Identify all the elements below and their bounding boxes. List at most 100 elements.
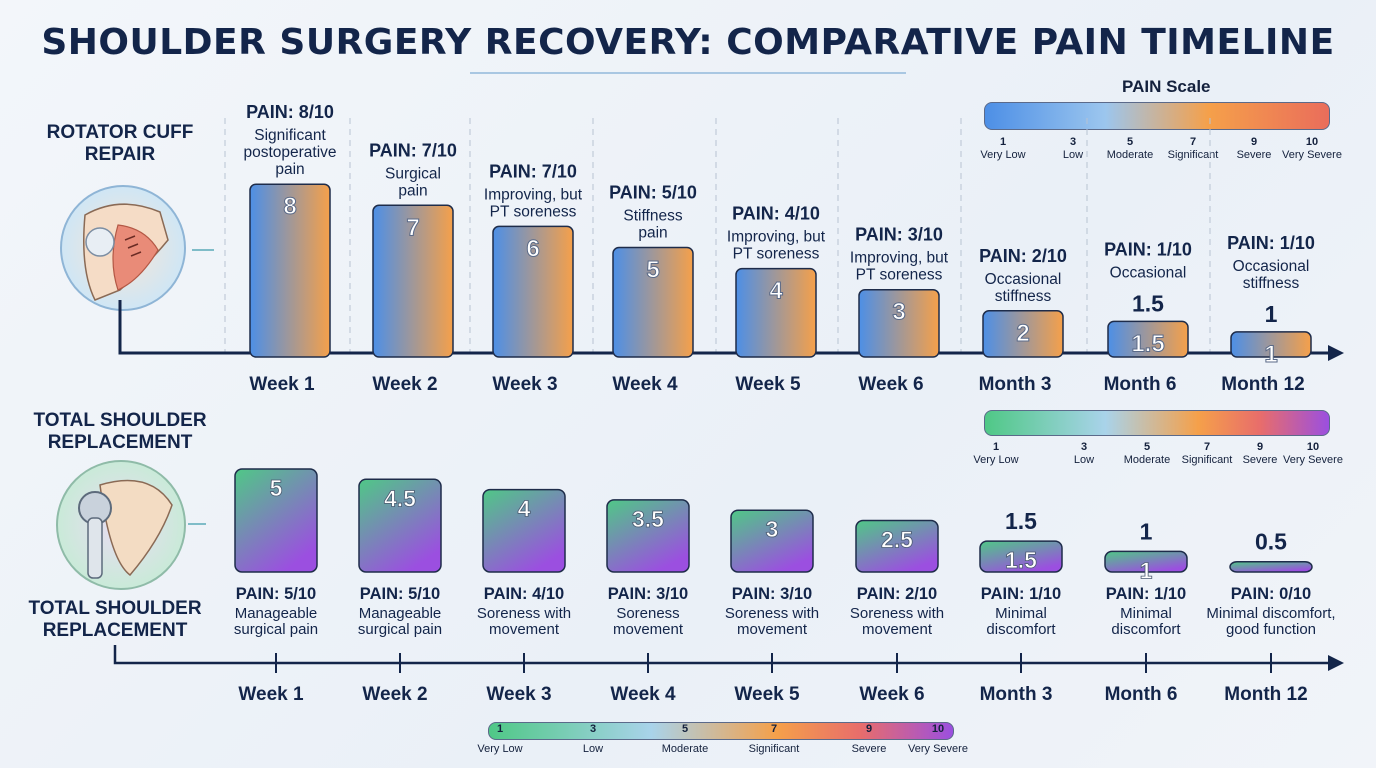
- rc-above-label-7: 1.5: [1132, 290, 1164, 316]
- rc-desc-1-0: Surgical: [385, 165, 441, 182]
- tsr-bar-value-4: 3: [766, 516, 779, 542]
- rc-bar-8: [1230, 331, 1312, 358]
- tsr-category-1: Week 2: [362, 684, 427, 705]
- tsr-category-0: Week 1: [238, 684, 304, 705]
- pain-scale-bottom-word-1: Very Low: [477, 743, 523, 755]
- tsr-pain-label-7: PAIN: 1/10: [1106, 585, 1186, 603]
- pain-scale-bottom-tick-9: 9: [865, 723, 873, 735]
- rc-pain-label-6: PAIN: 2/10: [979, 246, 1067, 266]
- rc-category-8: Month 12: [1221, 374, 1304, 395]
- rc-desc-3-1: pain: [638, 225, 667, 242]
- rc-desc-8-0: Occasional: [1233, 258, 1310, 275]
- pain-scale-middle-word-3: Low: [1073, 454, 1095, 466]
- pain-scale-title: PAIN Scale: [1122, 77, 1211, 96]
- pain-scale-middle-gradient-bar: [984, 410, 1330, 436]
- tsr-category-7: Month 6: [1105, 684, 1178, 705]
- pain-scale-middle-word-7: Significant: [1181, 454, 1233, 466]
- pain-scale-top-tick-10: 10: [1305, 136, 1319, 148]
- rc-category-3: Week 4: [612, 374, 678, 395]
- tsr-bar-value-7: 1: [1140, 557, 1153, 583]
- pain-scale-bottom-word-9: Severe: [851, 743, 887, 755]
- tsr-desc-4-1: movement: [737, 621, 808, 638]
- pain-scale-middle-word-9: Severe: [1242, 454, 1278, 466]
- tsr-pain-label-3: PAIN: 3/10: [608, 585, 688, 603]
- pain-scale-bottom-gradient-bar: [488, 722, 954, 740]
- tsr-desc-0-1: surgical pain: [234, 621, 318, 638]
- rc-desc-4-0: Improving, but: [727, 229, 826, 246]
- tsr-desc-8-0: Minimal discomfort,: [1206, 605, 1335, 622]
- tsr-bar-0: [234, 468, 318, 573]
- tsr-bar-value-5: 2.5: [881, 527, 913, 553]
- pain-scale-top-word-5: Moderate: [1106, 149, 1154, 161]
- tsr-desc-6-1: discomfort: [986, 621, 1056, 638]
- rotator-cuff-section-label: ROTATOR CUFF REPAIR: [46, 122, 194, 165]
- pain-scale-bottom-word-3: Low: [582, 743, 604, 755]
- rc-bar-0: [249, 183, 331, 358]
- rotator-cuff-illustration: [60, 185, 186, 311]
- tsr-category-6: Month 3: [980, 684, 1053, 705]
- tsr-category-4: Week 5: [734, 684, 800, 705]
- pain-scale-top-tick-3: 3: [1069, 136, 1077, 148]
- rc-desc-5-0: Improving, but: [850, 250, 949, 267]
- pain-scale-top-tick-9: 9: [1250, 136, 1258, 148]
- rc-category-2: Week 3: [492, 374, 557, 395]
- tsr-bar-value-2: 4: [518, 496, 531, 522]
- rc-pain-label-5: PAIN: 3/10: [855, 225, 943, 245]
- tsr-above-label-7: 1: [1140, 518, 1153, 544]
- tsr-bar-value-6: 1.5: [1005, 547, 1037, 573]
- tsr-pain-label-2: PAIN: 4/10: [484, 585, 564, 603]
- tsr-bar-1: [358, 478, 442, 573]
- rc-bar-1: [372, 204, 454, 358]
- tsr-desc-7-1: discomfort: [1111, 621, 1181, 638]
- rc-pain-label-7: PAIN: 1/10: [1104, 239, 1192, 259]
- chart-title: SHOULDER SURGERY RECOVERY: COMPARATIVE P…: [41, 22, 1335, 63]
- pain-scale-middle-word-1: Very Low: [973, 454, 1019, 466]
- pain-scale-bottom-tick-7: 7: [770, 723, 778, 735]
- rc-desc-2-1: PT soreness: [490, 203, 577, 220]
- tsr-bar-value-3: 3.5: [632, 506, 664, 532]
- total-shoulder-section-label-lower: TOTAL SHOULDER REPLACEMENT: [28, 598, 202, 641]
- tsr-desc-1-0: Manageable: [359, 605, 442, 622]
- pain-scale-middle-word-5: Moderate: [1123, 454, 1171, 466]
- rc-pain-label-2: PAIN: 7/10: [489, 161, 577, 181]
- rc-bar-4: [735, 267, 817, 358]
- rc-desc-7-0: Occasional: [1110, 264, 1187, 281]
- tsr-bar-8: [1229, 560, 1313, 573]
- rc-pain-label-0: PAIN: 8/10: [246, 102, 334, 122]
- tsr-desc-7-0: Minimal: [1120, 605, 1172, 622]
- rc-above-label-8: 1: [1265, 301, 1278, 327]
- pain-scale-bottom-tick-3: 3: [589, 723, 597, 735]
- tsr-desc-5-1: movement: [862, 621, 933, 638]
- rc-desc-0-0: Significant: [254, 127, 326, 144]
- rc-desc-3-0: Stiffness: [623, 208, 682, 225]
- pain-scale-middle-tick-1: 1: [992, 441, 1000, 453]
- tsr-category-8: Month 12: [1224, 684, 1307, 705]
- pain-scale-middle-tick-5: 5: [1143, 441, 1151, 453]
- rc-category-5: Week 6: [858, 374, 923, 395]
- rc-category-4: Week 5: [735, 374, 801, 395]
- pain-scale-middle-tick-10: 10: [1306, 441, 1320, 453]
- pain-scale-middle-tick-7: 7: [1203, 441, 1211, 453]
- pain-scale-bottom-word-5: Moderate: [661, 743, 709, 755]
- rc-desc-6-0: Occasional: [985, 271, 1062, 288]
- tsr-pain-label-5: PAIN: 2/10: [857, 585, 937, 603]
- tsr-bar-5: [855, 519, 939, 573]
- tsr-pain-label-8: PAIN: 0/10: [1231, 585, 1311, 603]
- rc-bar-3: [612, 246, 694, 358]
- pain-scale-middle-tick-3: 3: [1080, 441, 1088, 453]
- pain-scale-top-tick-1: 1: [999, 136, 1007, 148]
- tsr-pain-label-6: PAIN: 1/10: [981, 585, 1061, 603]
- tsr-category-3: Week 4: [610, 684, 676, 705]
- tsr-desc-3-1: movement: [613, 621, 684, 638]
- rc-pain-label-3: PAIN: 5/10: [609, 183, 697, 203]
- tsr-bar-2: [482, 488, 566, 573]
- rc-desc-6-1: stiffness: [995, 288, 1052, 305]
- tsr-desc-0-0: Manageable: [235, 605, 318, 622]
- tsr-desc-2-0: Soreness with: [477, 605, 571, 622]
- tsr-desc-6-0: Minimal: [995, 605, 1047, 622]
- pain-scale-middle-tick-9: 9: [1256, 441, 1264, 453]
- pain-scale-top-tick-7: 7: [1189, 136, 1197, 148]
- rc-desc-1-1: pain: [398, 182, 427, 199]
- total-shoulder-section-label: TOTAL SHOULDER REPLACEMENT: [33, 410, 207, 453]
